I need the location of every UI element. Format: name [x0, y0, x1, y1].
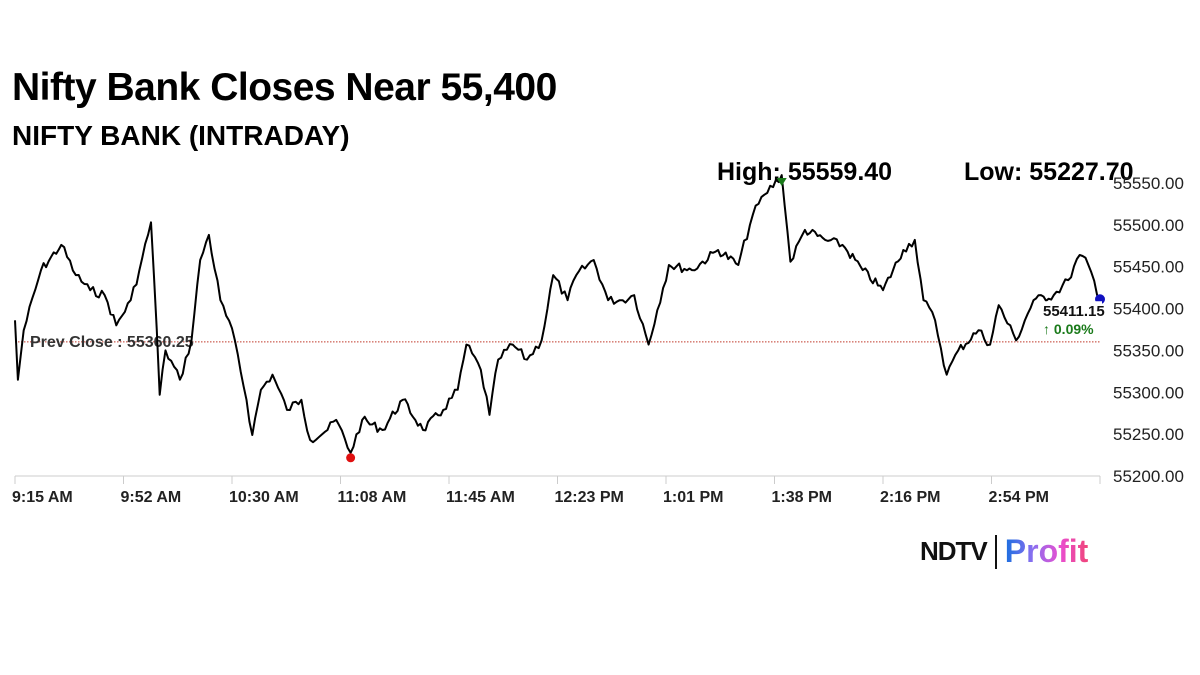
- x-tick-label: 1:01 PM: [663, 489, 723, 506]
- y-tick-label: 55200.00: [1113, 467, 1184, 486]
- x-tick-label: 1:38 PM: [772, 489, 832, 506]
- high-label: High: 55559.40: [717, 158, 893, 186]
- chart-title: Nifty Bank Closes Near 55,400: [12, 66, 557, 109]
- last-change-label: ↑ 0.09%: [1043, 321, 1094, 337]
- logo-divider: [994, 534, 997, 569]
- y-tick-label: 55350.00: [1113, 341, 1184, 360]
- last-price-label-bg: [1040, 301, 1102, 340]
- y-tick-label: 55450.00: [1113, 258, 1184, 277]
- x-tick-label: 10:30 AM: [229, 489, 299, 506]
- x-tick-label: 2:16 PM: [880, 489, 940, 506]
- x-tick-label: 11:08 AM: [338, 489, 407, 506]
- y-tick-label: 55250.00: [1113, 425, 1184, 444]
- low-marker: [346, 453, 356, 463]
- logo-brand: NDTV: [920, 536, 988, 566]
- x-tick-label: 12:23 PM: [555, 489, 624, 506]
- y-tick-label: 55500.00: [1113, 216, 1184, 235]
- y-tick-label: 55400.00: [1113, 300, 1184, 319]
- chart-subtitle: NIFTY BANK (INTRADAY): [12, 120, 350, 151]
- y-tick-label: 55300.00: [1113, 383, 1184, 402]
- x-tick-label: 9:15 AM: [12, 489, 73, 506]
- logo-product: Profit: [1004, 533, 1089, 569]
- prev-close-label: Prev Close : 55360.25: [30, 334, 194, 351]
- x-tick-label: 2:54 PM: [989, 489, 1049, 506]
- price-line: [14, 174, 1101, 454]
- ndtv-profit-logo: NDTV Profit: [920, 533, 1088, 570]
- y-tick-label: 55550.00: [1113, 174, 1184, 193]
- x-tick-label: 9:52 AM: [121, 489, 182, 506]
- last-price-label: 55411.15: [1043, 303, 1105, 320]
- high-marker: [776, 178, 787, 186]
- low-label: Low: 55227.70: [964, 158, 1134, 186]
- x-tick-label: 11:45 AM: [446, 489, 515, 506]
